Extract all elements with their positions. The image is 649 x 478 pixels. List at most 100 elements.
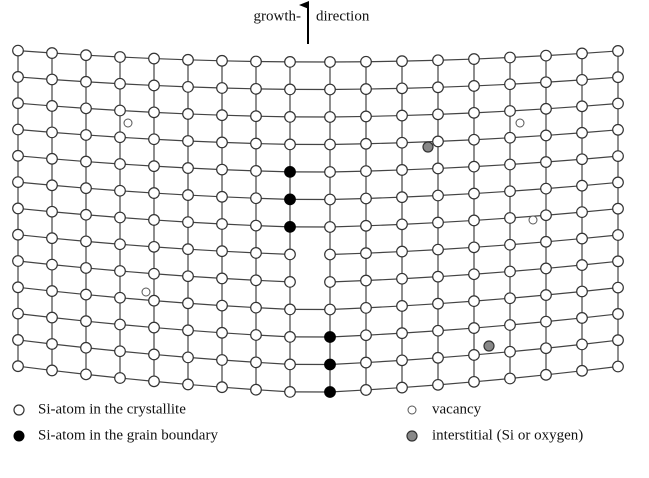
atom — [540, 368, 552, 381]
legend-label: interstitial (Si or oxygen) — [432, 427, 583, 443]
atom — [114, 238, 126, 251]
atom — [504, 212, 516, 224]
atom — [360, 301, 372, 314]
atom — [114, 265, 126, 277]
bond — [437, 112, 475, 115]
bond — [437, 139, 475, 143]
bond — [473, 83, 511, 87]
atom — [182, 162, 194, 174]
bond — [365, 142, 403, 145]
bond — [401, 167, 439, 171]
atom — [504, 319, 516, 331]
bond — [437, 381, 475, 386]
atom — [324, 221, 336, 233]
bond — [401, 384, 439, 389]
atom — [324, 166, 336, 178]
atom — [12, 202, 24, 215]
bond — [401, 140, 439, 144]
atom — [46, 232, 58, 245]
atom — [114, 104, 126, 117]
bond — [509, 81, 547, 85]
atom — [576, 179, 588, 192]
atom — [216, 163, 228, 176]
atom — [250, 164, 262, 177]
vacancy — [123, 118, 133, 128]
bond — [437, 354, 475, 359]
atom — [432, 54, 444, 67]
atom — [250, 356, 262, 369]
atom — [182, 216, 194, 229]
legend: Si-atom in the crystallite Si-atom in th… — [13, 401, 583, 443]
atom — [468, 106, 480, 119]
atom — [284, 330, 296, 343]
atom — [504, 265, 516, 278]
atom — [612, 45, 624, 57]
atom — [12, 360, 24, 373]
atom — [324, 56, 336, 68]
atom — [324, 193, 336, 206]
atom — [360, 247, 372, 260]
atom — [80, 49, 92, 62]
bond — [545, 370, 583, 376]
atom — [612, 308, 624, 320]
atom — [216, 109, 228, 122]
vacancy — [141, 287, 151, 297]
bond — [329, 170, 367, 173]
legend-marker — [407, 405, 417, 415]
bond — [365, 114, 403, 118]
atom — [148, 133, 160, 146]
atom — [148, 375, 160, 388]
atom — [80, 235, 92, 248]
atom — [250, 301, 262, 314]
atom — [114, 77, 126, 90]
bond — [581, 181, 619, 187]
bond — [509, 321, 547, 326]
atom — [432, 270, 444, 283]
atom — [396, 218, 408, 231]
atom — [250, 329, 262, 341]
bond — [509, 267, 547, 273]
atom — [284, 358, 296, 371]
atom — [540, 182, 552, 195]
vacancy — [515, 118, 525, 128]
bond — [329, 334, 367, 338]
atom — [468, 375, 480, 388]
atom — [396, 354, 408, 367]
atom — [468, 80, 480, 92]
atom — [216, 82, 228, 94]
bond — [545, 158, 583, 163]
boundary-atom — [324, 331, 336, 343]
atom — [612, 123, 624, 136]
atom — [284, 303, 296, 316]
bond — [509, 374, 547, 380]
atom — [540, 156, 552, 168]
atom — [432, 216, 444, 229]
bond — [401, 330, 439, 334]
bond — [581, 76, 619, 81]
atom — [250, 55, 262, 68]
bond — [401, 249, 439, 253]
bond — [509, 347, 547, 353]
atom — [80, 262, 92, 274]
bond — [473, 137, 511, 141]
bond — [401, 276, 439, 280]
atom — [12, 307, 24, 320]
atom — [504, 105, 516, 117]
vacancy — [528, 215, 538, 225]
bond — [329, 225, 367, 228]
atom — [432, 297, 444, 310]
atom — [284, 275, 296, 288]
atom — [216, 218, 228, 230]
atom — [432, 378, 444, 391]
atom — [468, 295, 480, 308]
bond — [473, 377, 511, 383]
atom — [114, 211, 126, 224]
interstitial — [483, 340, 495, 352]
atom — [80, 208, 92, 221]
atom — [216, 381, 228, 394]
atom — [432, 189, 444, 202]
atom — [396, 82, 408, 95]
atom — [216, 354, 228, 366]
bond — [545, 132, 583, 137]
bond — [329, 279, 367, 283]
